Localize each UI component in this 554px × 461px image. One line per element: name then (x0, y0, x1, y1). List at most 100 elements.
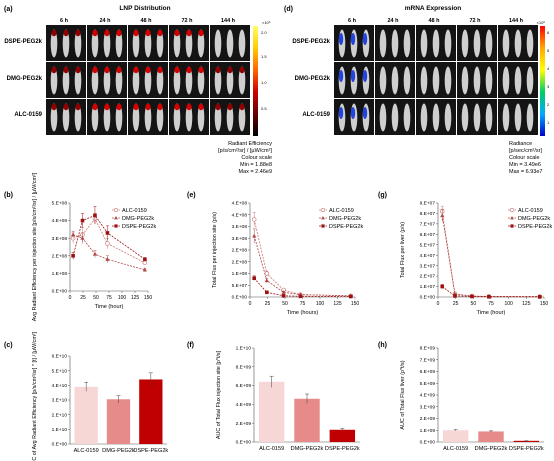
data-point (92, 251, 98, 256)
mouse-silhouette (403, 103, 411, 132)
data-point (265, 290, 269, 295)
panel-a-scale-tick: 1.0 (261, 80, 267, 85)
bar (329, 429, 356, 442)
bar (106, 399, 131, 444)
panel-d-colorbar (540, 26, 545, 136)
mouse-silhouette (444, 103, 452, 132)
chart-c: (c) 0.E+00 1.E+10 2.E+10 3.E+10 4.E+10 5.E+10 6… (4, 331, 168, 461)
fluorescence-spot (174, 103, 180, 111)
data-point (142, 260, 148, 266)
fluorescence-spot (227, 66, 233, 74)
legend-marker (510, 224, 514, 228)
panel-a-legend-line: Radiant Efficiency (228, 141, 272, 147)
bar (442, 430, 469, 442)
mouse-silhouette (214, 29, 222, 58)
panel-letter: (e) (187, 192, 196, 199)
fluorescence-spot (186, 29, 192, 37)
mouse-silhouette (391, 103, 399, 132)
mouse-silhouette (91, 29, 99, 58)
mouse-silhouette (420, 29, 428, 58)
mouse-silhouette (173, 103, 181, 132)
fluorescence-spot (92, 29, 98, 37)
y-tick-label: 0.E+00 (52, 289, 68, 295)
fluorescence-spot (104, 29, 110, 37)
y-tick-label: 1.E+10 (52, 427, 68, 433)
data-point (93, 213, 97, 218)
legend-marker (510, 216, 514, 220)
y-tick-label: 2.E+09 (420, 416, 436, 422)
legend-label: ALC-0159 (518, 208, 543, 214)
y-tick-label: 3.E+08 (52, 236, 68, 242)
mouse-silhouette (514, 29, 522, 58)
fluorescence-spot (63, 103, 69, 111)
y-tick-label: 4.E+07 (420, 253, 436, 259)
y-axis-label: Avg Radiant Efficiency per injection sit… (32, 172, 38, 321)
panel-a-colorbar (253, 26, 258, 136)
fluorescence-spot (186, 103, 192, 111)
fluorescence-spot (198, 29, 204, 37)
y-axis-label: Total Flux per injection site (p/s) (212, 212, 218, 288)
y-tick-label: 5.E+07 (420, 242, 436, 248)
fluorescence-spot (157, 103, 163, 111)
bar (478, 431, 504, 442)
legend-marker (114, 208, 119, 213)
luminescence-spot (350, 107, 356, 119)
fluorescence-spot (198, 66, 204, 74)
mouse-silhouette (91, 103, 99, 132)
chart-area: (b) 0.E+00 1.E+08 2.E+08 3.E+08 4.E+08 5.E+08 A… (4, 172, 552, 461)
panel-a-scale-tick: 0.5 (261, 106, 267, 111)
y-tick-label: 3.E+10 (52, 398, 68, 404)
mouse-silhouette (226, 66, 234, 95)
mouse-silhouette (420, 66, 428, 95)
chart-e: (e) 0.E+00 5.E+07 1.E+08 2.E+08 2.E+08 3.E+08 3… (187, 192, 363, 316)
y-axis-label: AUC of Avg Radiant Efficiency [p/s/cm²/s… (32, 331, 38, 461)
panel-d: (d) mRNA Expression 6 h 24 h 48 h 72 h 1… (284, 5, 550, 175)
legend-marker (509, 208, 514, 213)
mouse-silhouette (526, 66, 534, 95)
data-point (440, 284, 445, 289)
fluorescence-spot (133, 66, 139, 74)
legend-label: ALC-0159 (122, 208, 147, 214)
data-point (537, 294, 542, 299)
mouse-silhouette (132, 29, 140, 58)
legend-label: DSPE-PEG2k (122, 224, 156, 230)
panel-letter: (g) (378, 192, 387, 199)
mouse-silhouette (50, 66, 58, 95)
mouse-silhouette (156, 103, 164, 132)
panel-d-legend-line: Radiance (509, 141, 532, 147)
mouse-silhouette (526, 29, 534, 58)
fluorescence-spot (63, 66, 69, 74)
data-point (298, 294, 303, 299)
panel-d-scale-tick: 3 (547, 84, 550, 89)
category-label: DSPE-PEG2k (509, 446, 544, 452)
x-tick-label: 75 (300, 301, 306, 307)
fluorescence-spot (133, 103, 139, 111)
legend-marker (321, 224, 325, 228)
y-tick-label: 4.E+08 (52, 218, 68, 224)
panel-a-legend-line: Max = 2.46e9 (239, 169, 272, 175)
mouse-silhouette (461, 103, 469, 132)
legend-label: DMG-PEG2k (518, 216, 550, 222)
fluorescence-spot (174, 29, 180, 37)
panel-d-scale-tick: 2 (547, 102, 550, 107)
panel-d-scale-tick: 5 (547, 48, 550, 53)
panel-letter: (f) (187, 342, 194, 349)
data-point (71, 232, 76, 237)
mouse-silhouette (514, 66, 522, 95)
mouse-silhouette (226, 103, 234, 132)
fluorescence-spot (174, 66, 180, 74)
fluorescence-spot (239, 103, 245, 111)
mouse-silhouette (420, 103, 428, 132)
fluorescence-spot (92, 66, 98, 74)
y-tick-label: 0.E+00 (52, 442, 68, 448)
x-tick-label: 25 (453, 301, 459, 307)
fluorescence-spot (116, 103, 122, 111)
y-tick-label: 6.E+10 (52, 354, 68, 360)
panel-d-legend-line: Colour scale (509, 155, 540, 161)
category-label: DMG-PEG2k (102, 448, 135, 454)
mouse-silhouette (473, 29, 481, 58)
panel-a-time-label: 24 h (99, 18, 111, 24)
y-tick-label: 2.E+08 (52, 253, 68, 259)
mouse-silhouette (391, 66, 399, 95)
mouse-silhouette (502, 29, 510, 58)
